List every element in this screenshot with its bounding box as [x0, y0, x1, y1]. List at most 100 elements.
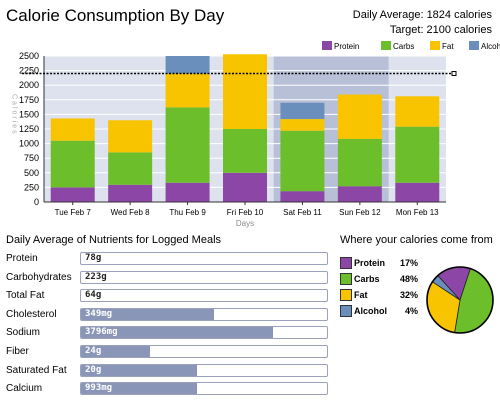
nutrients-title: Daily Average of Nutrients for Logged Me… — [6, 234, 222, 246]
y-tick-label: 500 — [24, 168, 39, 178]
bar-protein — [108, 184, 153, 202]
nutrient-bar: 3796mg — [80, 326, 328, 340]
nutrient-label: Saturated Fat — [6, 364, 67, 376]
legend-swatch-carbs — [381, 41, 391, 50]
bar-fat — [223, 54, 267, 129]
nutrient-bar: 223g — [80, 270, 328, 284]
bar-carbs — [223, 129, 267, 173]
pie-legend-label: Alcohol — [354, 306, 387, 316]
nutrient-bar-fill — [81, 383, 197, 395]
bar-fat — [280, 119, 325, 131]
nutrient-value: 20g — [85, 364, 102, 375]
nutrient-value: 24g — [85, 345, 102, 356]
pie-swatch-alcohol — [340, 305, 352, 317]
nutrient-label: Sodium — [6, 327, 40, 339]
nutrient-bar: 993mg — [80, 382, 328, 396]
pie-swatch-fat — [340, 289, 352, 301]
x-tick-label: Sat Feb 11 — [283, 208, 322, 217]
nutrient-bar-fill — [81, 308, 214, 320]
calorie-target: Target: 2100 calories — [389, 24, 492, 36]
y-tick-label: 2250 — [19, 66, 39, 76]
nutrient-bar: 24g — [80, 344, 328, 358]
bar-fat — [50, 118, 95, 141]
legend-label-carbs: Carbs — [393, 42, 414, 51]
nutrient-value: 78g — [85, 253, 102, 263]
bar-alcohol — [165, 56, 210, 74]
y-tick-label: 250 — [24, 182, 39, 192]
bar-fat — [395, 96, 440, 127]
pie-legend-row: Fat 32% — [338, 288, 420, 304]
nutrient-row: Total Fat 64g — [6, 287, 328, 306]
pie-outline — [426, 266, 494, 334]
nutrient-bar: 64g — [80, 289, 328, 303]
bar-carbs — [395, 126, 440, 183]
x-tick-label: Tue Feb 7 — [55, 208, 92, 217]
pie-legend-row: Alcohol 4% — [338, 304, 420, 320]
pie-legend-percent: 48% — [399, 274, 418, 284]
bar-carbs — [50, 140, 95, 188]
nutrient-label: Fiber — [6, 345, 29, 357]
bar-fat — [337, 94, 382, 139]
y-tick-label: 2500 — [19, 51, 39, 61]
pie-legend-label: Carbs — [354, 274, 380, 284]
pie-legend-percent: 17% — [399, 258, 418, 268]
bar-carbs — [165, 107, 210, 183]
bar-protein — [395, 182, 440, 202]
nutrient-bar-fill — [81, 364, 197, 376]
nutrient-value: 349mg — [85, 308, 113, 319]
pie-legend-label: Protein — [354, 258, 386, 268]
pie-legend-percent: 32% — [399, 290, 418, 300]
pie-swatch-carbs — [340, 273, 352, 285]
nutrient-row: Carbohydrates 223g — [6, 269, 328, 288]
y-tick-label: 750 — [24, 153, 39, 163]
nutrient-bar: 20g — [80, 363, 328, 377]
nutrient-row: Protein 78g — [6, 250, 328, 269]
x-tick-label: Mon Feb 13 — [396, 208, 439, 217]
pie-legend-label: Fat — [354, 290, 368, 300]
nutrient-value: 64g — [85, 290, 102, 301]
nutrient-row: Saturated Fat 20g — [6, 362, 328, 381]
nutrient-value: 223g — [85, 271, 107, 282]
pie-legend-row: Carbs 48% — [338, 272, 420, 288]
y-tick-label: 1250 — [19, 124, 39, 134]
pie-legend-percent: 4% — [404, 306, 418, 316]
bar-carbs — [280, 130, 325, 192]
legend-swatch-alcohol — [469, 41, 479, 50]
nutrient-row: Cholesterol 349mg — [6, 306, 328, 325]
calorie-pie-chart — [426, 266, 494, 334]
x-tick-label: Fri Feb 10 — [227, 208, 264, 217]
y-tick-label: 1000 — [19, 139, 39, 149]
x-tick-label: Thu Feb 9 — [169, 208, 206, 217]
nutrient-bar: 349mg — [80, 307, 328, 321]
nutrient-label: Calcium — [6, 383, 43, 395]
bar-protein — [280, 191, 325, 202]
nutrient-label: Cholesterol — [6, 308, 57, 320]
nutrient-row: Calcium 993mg — [6, 380, 328, 399]
nutrient-row: Sodium 3796mg — [6, 324, 328, 343]
bar-carbs — [337, 138, 382, 187]
legend-label-protein: Protein — [334, 42, 359, 51]
calorie-bar-chart: 0 250 500 750 1000 1250 1500 1750 2000 2250 2500 Pr… — [11, 41, 500, 228]
target-marker — [451, 71, 457, 77]
nutrient-label: Carbohydrates — [6, 271, 72, 283]
legend-label-fat: Fat — [442, 42, 454, 51]
daily-average: Daily Average: 1824 calories — [352, 9, 492, 21]
x-axis-title: Days — [236, 219, 254, 228]
nutrients-list: Protein 78g Carbohydrates 223g Total Fat 64g C… — [6, 250, 328, 399]
nutrient-bar: 78g — [80, 252, 328, 265]
pie-legend: Protein 17% Carbs 48% Fat 32% Alcohol 4% — [338, 256, 420, 320]
bar-alcohol — [280, 102, 325, 120]
pie-title: Where your calories come from — [340, 234, 493, 246]
bar-protein — [165, 182, 210, 202]
bar-fat — [108, 120, 153, 153]
legend-label-alcohol: Alcohol — [481, 42, 500, 51]
nutrient-value: 993mg — [85, 383, 113, 394]
nutrient-value: 3796mg — [85, 327, 118, 338]
x-tick-label: Sun Feb 12 — [339, 208, 381, 217]
bar-fat — [165, 73, 210, 108]
pie-swatch-protein — [340, 257, 352, 269]
nutrient-row: Fiber 24g — [6, 343, 328, 362]
legend-swatch-fat — [430, 41, 440, 50]
bar-carbs — [108, 152, 153, 185]
y-axis-title: Calories — [11, 94, 18, 136]
